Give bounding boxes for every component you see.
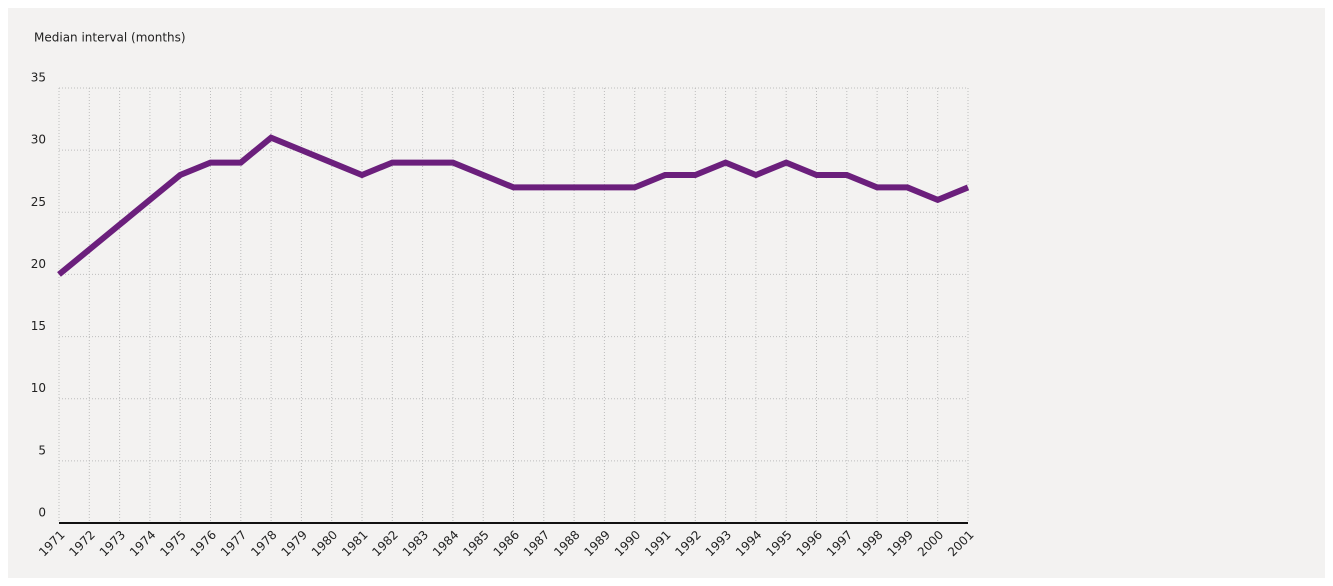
chart-background — [8, 8, 1325, 578]
y-tick-label: 15 — [31, 319, 46, 333]
y-tick-label: 25 — [31, 195, 46, 209]
y-tick-label: 10 — [31, 381, 46, 395]
y-tick-label: 0 — [38, 506, 46, 520]
y-tick-label: 5 — [38, 443, 46, 457]
y-tick-label: 35 — [31, 71, 46, 85]
y-tick-label: 20 — [31, 257, 46, 271]
data-line — [57, 134, 970, 277]
y-tick-label: 30 — [31, 133, 46, 147]
y-axis-label: Median interval (months) — [34, 31, 186, 45]
